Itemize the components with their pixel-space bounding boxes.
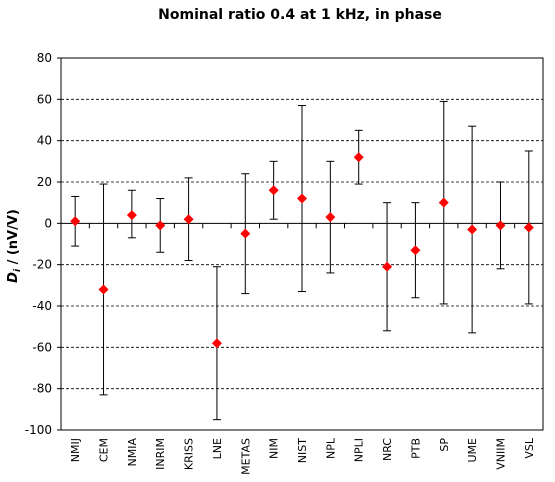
axes: 80 60 40 20 0 -20 -40 -60 -80 -100 NMIJ CEM NMIA INRI…	[25, 51, 544, 475]
data-point	[211, 338, 222, 349]
y-tick-label: 80	[37, 51, 52, 65]
data-point	[126, 210, 137, 221]
x-tick-label: LNE	[211, 438, 224, 459]
y-tick-label: -80	[32, 382, 52, 396]
x-tick-label: NMIJ	[69, 438, 82, 462]
x-tick-label: METAS	[239, 438, 252, 475]
data-point	[297, 193, 307, 204]
y-tick-label: 60	[37, 92, 52, 106]
data-point	[467, 224, 478, 235]
x-tick-label: CEM	[98, 438, 111, 462]
y-tick-label: -100	[25, 423, 52, 437]
x-tick-label: NMIA	[126, 438, 139, 467]
plot-area	[60, 57, 544, 431]
y-tick-label: -40	[32, 299, 52, 313]
x-tick-label: VSL	[523, 437, 536, 459]
data-point	[240, 228, 251, 239]
y-tick-label: 0	[44, 216, 52, 230]
data-point	[70, 216, 81, 227]
y-tick-label: 20	[37, 175, 52, 189]
x-tick-label: NRC	[381, 438, 394, 461]
x-tick-label: NPL	[324, 437, 337, 459]
x-tick-label: PTB	[409, 438, 422, 459]
data-point	[183, 214, 194, 225]
data-point	[438, 197, 449, 208]
data-point	[382, 261, 393, 272]
data-point	[268, 185, 279, 196]
x-tick-label: VNIIM	[494, 438, 507, 470]
x-tick-label: NIM	[268, 438, 281, 459]
data-points	[70, 100, 534, 421]
x-tick-label: INRIM	[154, 438, 167, 470]
data-point	[495, 220, 506, 231]
y-axis-label: Di / (nV/V)	[6, 209, 23, 283]
data-point	[325, 212, 336, 223]
data-point	[410, 245, 421, 256]
y-tick-label: -60	[32, 340, 52, 354]
x-tick-label: NIST	[296, 438, 309, 463]
y-tick-label: -20	[32, 258, 52, 272]
x-tick-label: NPLI	[353, 438, 366, 462]
x-tick-label: SP	[438, 438, 451, 452]
data-point	[353, 152, 364, 163]
data-point	[523, 222, 534, 233]
chart-title: Nominal ratio 0.4 at 1 kHz, in phase	[158, 7, 442, 23]
x-tick-label: UME	[466, 438, 479, 463]
data-point	[98, 284, 109, 295]
x-tick-label: KRISS	[183, 438, 196, 470]
y-tick-label: 40	[37, 134, 52, 148]
data-point	[155, 220, 166, 231]
